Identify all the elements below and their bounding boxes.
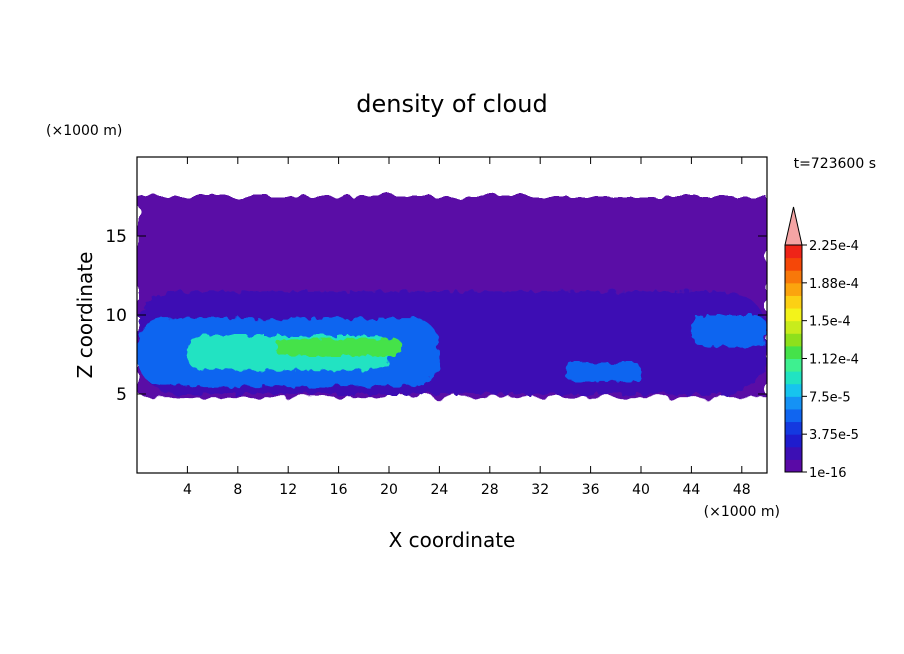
colorbar-band: [785, 408, 802, 423]
y-axis-unit: (×1000 m): [46, 123, 122, 139]
x-tick-label: 40: [632, 482, 650, 498]
colorbar-band: [785, 270, 802, 284]
colorbar-label: 7.5e-5: [809, 390, 851, 405]
colorbar-label: 2.25e-4: [809, 239, 859, 254]
x-axis-unit: (×1000 m): [704, 504, 780, 520]
x-tick-label: 44: [682, 482, 700, 498]
density-region-5: [275, 338, 402, 357]
colorbar-band: [785, 245, 802, 259]
colorbar-label: 3.75e-5: [809, 428, 859, 443]
y-axis-ticks: 5 10 15: [105, 227, 767, 405]
x-axis-ticks: 4 8 12 16 20 24 28 32 36 40 44 48: [183, 157, 751, 498]
colorbar-band: [785, 446, 802, 460]
colorbar-band: [785, 434, 802, 448]
x-tick-label: 48: [733, 482, 751, 498]
colorbar-label: 1.12e-4: [809, 353, 859, 368]
colorbar-label: 1e-16: [809, 466, 847, 481]
x-tick-label: 32: [531, 482, 549, 498]
x-tick-label: 20: [380, 482, 398, 498]
colorbar-band: [785, 396, 802, 410]
colorbar-band: [785, 358, 802, 372]
x-tick-label: 4: [183, 482, 192, 498]
density-region-6: [565, 362, 641, 382]
colorbar-band: [785, 383, 802, 397]
colorbar-overflow-triangle: [784, 206, 803, 246]
y-tick-label: 10: [105, 306, 127, 326]
x-tick-label: 36: [582, 482, 600, 498]
colorbar-band: [785, 371, 802, 385]
density-field: [137, 196, 767, 398]
y-tick-label: 15: [105, 227, 127, 247]
x-tick-label: 16: [330, 482, 348, 498]
colorbar-band: [785, 345, 802, 359]
colorbar-label: 1.88e-4: [809, 277, 859, 292]
x-tick-label: 28: [481, 482, 499, 498]
y-tick-label: 5: [116, 385, 127, 405]
colorbar-band: [785, 282, 802, 296]
x-axis-label: X coordinate: [389, 528, 516, 552]
density-region-7: [691, 315, 767, 347]
colorbar: 1e-16 3.75e-5 7.5e-5 1.12e-4 1.5e-4 1.88e-4 2.…: [784, 206, 859, 481]
x-tick-label: 12: [279, 482, 297, 498]
x-tick-label: 24: [430, 482, 448, 498]
colorbar-band: [785, 257, 802, 271]
y-axis-label: Z coordinate: [73, 252, 97, 379]
chart-title: density of cloud: [356, 90, 547, 118]
colorbar-band: [785, 320, 802, 334]
colorbar-band: [785, 308, 802, 322]
colorbar-band: [785, 421, 802, 435]
colorbar-band: [785, 295, 802, 309]
colorbar-band: [785, 459, 802, 473]
time-label: t=723600 s: [794, 156, 876, 172]
x-tick-label: 8: [233, 482, 242, 498]
colorbar-band: [785, 333, 802, 347]
colorbar-label: 1.5e-4: [809, 315, 851, 330]
